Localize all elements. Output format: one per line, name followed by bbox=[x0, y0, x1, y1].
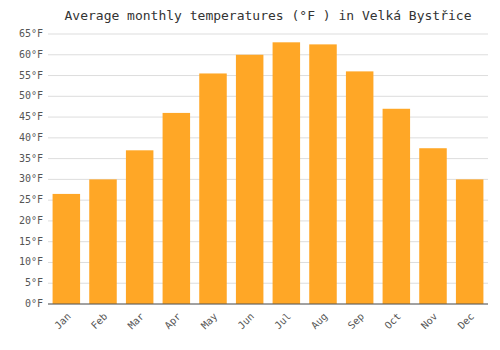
x-tick-label: Feb bbox=[89, 311, 110, 332]
grid-line bbox=[48, 137, 488, 138]
grid-line bbox=[48, 117, 488, 118]
bar bbox=[163, 113, 191, 304]
x-tick-label: Jun bbox=[236, 311, 257, 332]
y-tick-label: 45°F bbox=[19, 111, 43, 122]
y-tick-label: 60°F bbox=[19, 49, 43, 60]
bar bbox=[346, 71, 374, 304]
y-tick-label: 10°F bbox=[19, 256, 43, 267]
grid-line bbox=[48, 304, 488, 305]
bar bbox=[53, 194, 80, 304]
x-tick-labels: Jan Feb Mar Apr May Jun Jul Aug Sep Oct Nov Dec bbox=[52, 311, 476, 332]
y-tick-label: 65°F bbox=[19, 28, 43, 39]
grid-line bbox=[48, 54, 488, 55]
x-axis-line bbox=[48, 304, 488, 305]
grid-line bbox=[48, 34, 488, 35]
x-tick-label: Apr bbox=[162, 311, 183, 332]
bars bbox=[53, 42, 484, 304]
x-tick-label: Oct bbox=[382, 311, 403, 332]
bar bbox=[273, 42, 301, 304]
y-tick-labels: 0°F 5°F 10°F 15°F 20°F 25°F 30°F 35°F 40°F 45°F 50… bbox=[19, 28, 43, 309]
x-tick-label: Nov bbox=[419, 311, 440, 332]
bar bbox=[383, 109, 411, 304]
x-tick-label: Dec bbox=[456, 311, 477, 332]
y-tick-label: 55°F bbox=[19, 70, 43, 81]
bar bbox=[309, 44, 337, 304]
x-tick-label: May bbox=[199, 311, 220, 332]
grid-line bbox=[48, 75, 488, 76]
title: Average monthly temperatures (°F ) in Ve… bbox=[65, 8, 472, 23]
y-tick-label: 20°F bbox=[19, 215, 43, 226]
y-tick-label: 15°F bbox=[19, 236, 43, 247]
bar bbox=[126, 150, 153, 304]
chart-svg: 0°F 5°F 10°F 15°F 20°F 25°F 30°F 35°F 40°F 45°F 50… bbox=[0, 0, 500, 350]
bar bbox=[456, 179, 484, 304]
bar bbox=[236, 55, 264, 304]
x-tick-label: Mar bbox=[126, 311, 147, 332]
x-tick-label: Aug bbox=[309, 311, 330, 332]
x-tick-label: Sep bbox=[346, 311, 367, 332]
y-tick-label: 40°F bbox=[19, 132, 43, 143]
y-tick-label: 30°F bbox=[19, 173, 43, 184]
y-tick-label: 50°F bbox=[19, 90, 43, 101]
grid-line bbox=[48, 96, 488, 97]
y-tick-label: 5°F bbox=[25, 277, 43, 288]
bar bbox=[89, 179, 117, 304]
grid bbox=[48, 34, 488, 304]
y-tick-label: 25°F bbox=[19, 194, 43, 205]
y-tick-label: 0°F bbox=[25, 298, 43, 309]
x-tick-label: Jul bbox=[272, 311, 293, 332]
bar bbox=[419, 148, 447, 304]
chart-container: 0°F 5°F 10°F 15°F 20°F 25°F 30°F 35°F 40°F 45°F 50… bbox=[0, 0, 500, 350]
x-tick-label: Jan bbox=[52, 311, 73, 332]
y-tick-label: 35°F bbox=[19, 153, 43, 164]
bar bbox=[199, 73, 227, 304]
